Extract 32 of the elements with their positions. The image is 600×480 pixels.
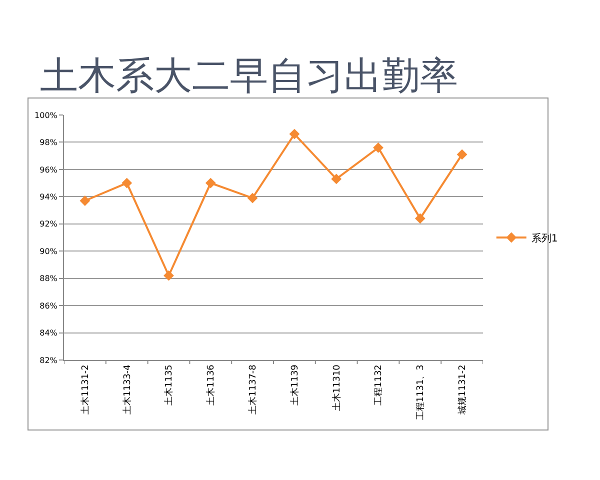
y-tick-label: 100% <box>34 110 58 120</box>
legend-label: 系列1 <box>531 232 558 244</box>
x-tick-label: 土木1139 <box>289 364 300 406</box>
y-tick-label: 86% <box>40 301 58 310</box>
y-tick-label: 84% <box>40 328 58 338</box>
x-tick-label: 土木1136 <box>206 364 217 406</box>
point <box>205 178 216 188</box>
x-tick-label: 土木11310 <box>331 364 342 412</box>
chart-title: 土木系大二早自习出勤率 <box>40 53 458 98</box>
point <box>414 213 426 224</box>
point <box>289 128 300 140</box>
y-tick-label: 96% <box>40 165 58 174</box>
x-tick-label: 土木1133-4 <box>122 364 133 414</box>
y-tick-label: 90% <box>40 246 58 256</box>
y-tick-label: 94% <box>40 192 58 202</box>
x-tick-label: 土木1135 <box>164 364 175 406</box>
y-tick-label: 88% <box>40 274 58 284</box>
point <box>456 149 468 160</box>
point <box>373 142 384 153</box>
x-tick-label: 土木1137-8 <box>247 364 258 414</box>
x-tick-label: 土木1131-2 <box>80 364 91 414</box>
point <box>247 192 258 204</box>
point <box>164 270 174 281</box>
x-tick-label: 城规1131-2 <box>456 364 468 416</box>
point <box>122 178 132 188</box>
y-tick-label: 98% <box>40 138 58 148</box>
x-tick-label: 工程1131、3 <box>416 364 426 420</box>
point <box>80 196 90 206</box>
y-tick-label: 82% <box>40 356 58 365</box>
x-tick-label: 工程1132 <box>374 364 384 406</box>
point <box>331 174 342 184</box>
y-tick-label: 92% <box>40 220 58 229</box>
